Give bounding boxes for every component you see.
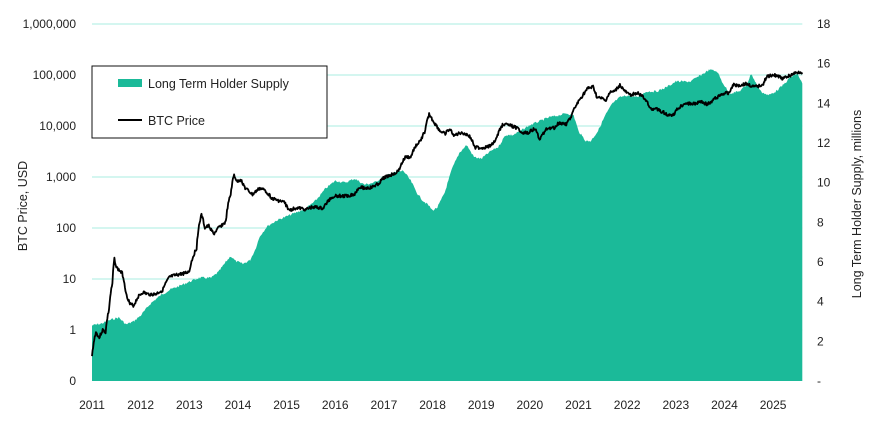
x-tick-label: 2019 xyxy=(468,398,495,412)
x-tick-label: 2020 xyxy=(516,398,543,412)
legend-box xyxy=(91,65,328,139)
legend-label-ltl-supply: Long Term Holder Supply xyxy=(148,77,290,91)
left-tick-label: 0 xyxy=(69,374,76,388)
x-tick-label: 2024 xyxy=(711,398,738,412)
x-tick-label: 2025 xyxy=(760,398,787,412)
x-tick-label: 2011 xyxy=(79,398,105,412)
right-tick-label: 2 xyxy=(817,334,824,348)
x-tick-label: 2021 xyxy=(565,398,592,412)
right-tick-label: - xyxy=(817,374,821,388)
right-tick-label: 4 xyxy=(817,295,824,309)
x-tick-label: 2023 xyxy=(662,398,689,412)
ltl-supply-area-layer xyxy=(92,69,803,381)
left-tick-label: 10,000 xyxy=(39,119,76,133)
left-tick-label: 100,000 xyxy=(33,68,77,82)
x-tick-label: 2013 xyxy=(176,398,203,412)
ltl-supply-area xyxy=(92,69,803,381)
x-tick-label: 2016 xyxy=(322,398,349,412)
x-tick-label: 2012 xyxy=(127,398,154,412)
left-tick-label: 1,000 xyxy=(46,170,76,184)
right-tick-label: 12 xyxy=(817,136,831,150)
right-tick-label: 18 xyxy=(817,17,831,31)
x-tick-label: 2018 xyxy=(419,398,446,412)
left-axis-title: BTC Price, USD xyxy=(16,161,30,251)
left-tick-label: 100 xyxy=(56,221,76,235)
legend: Long Term Holder Supply BTC Price xyxy=(91,65,328,139)
x-tick-label: 2022 xyxy=(614,398,641,412)
x-axis-ticks: 2011 2012 2013 2014 2015 2016 2017 2018 2019 2020… xyxy=(79,398,787,412)
right-axis-title: Long Term Holder Supply, millions xyxy=(850,110,864,299)
legend-label-btc-price: BTC Price xyxy=(148,114,205,128)
btc-price-line xyxy=(91,70,804,357)
right-tick-label: 14 xyxy=(817,96,831,110)
left-tick-label: 1 xyxy=(69,323,76,337)
left-tick-label: 10 xyxy=(63,272,77,286)
btc-price-line-layer xyxy=(91,70,804,357)
x-tick-label: 2017 xyxy=(371,398,398,412)
right-tick-label: 10 xyxy=(817,176,831,190)
legend-swatch-area xyxy=(118,79,142,87)
right-tick-label: 8 xyxy=(817,215,824,229)
right-tick-label: 6 xyxy=(817,255,824,269)
x-tick-label: 2015 xyxy=(273,398,300,412)
right-tick-label: 16 xyxy=(817,57,831,71)
left-tick-label: 1,000,000 xyxy=(23,17,77,31)
right-axis-ticks: 18 16 14 12 10 8 6 4 2 - xyxy=(817,17,831,388)
x-tick-label: 2014 xyxy=(225,398,252,412)
